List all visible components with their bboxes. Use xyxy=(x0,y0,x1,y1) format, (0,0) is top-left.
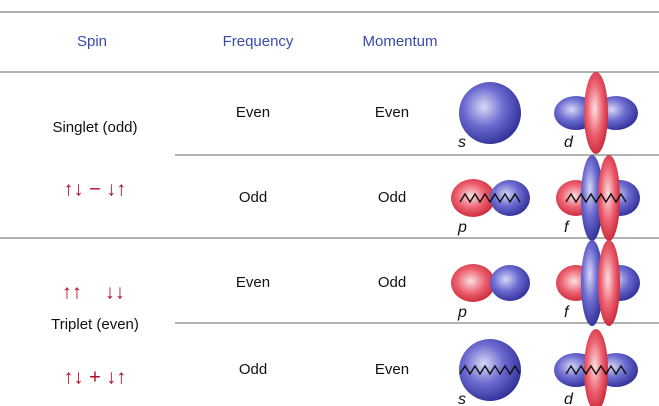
orbital-lobe xyxy=(490,180,530,216)
orbital-label: f xyxy=(564,219,570,236)
orbital-lobe xyxy=(451,264,495,302)
momentum: Odd xyxy=(378,274,406,291)
wave xyxy=(459,364,521,376)
spin-state: ↑↓ + ↓↑ xyxy=(64,366,127,388)
spin-state: ↓↓ xyxy=(105,281,125,303)
orbital-label: f xyxy=(564,304,570,321)
momentum: Even xyxy=(375,361,409,378)
orbital-label: p xyxy=(457,219,467,236)
spin-label: Singlet (odd) xyxy=(52,119,137,136)
orbital-lobe xyxy=(598,240,620,326)
orbital-lobe xyxy=(584,72,608,154)
header: Momentum xyxy=(362,33,437,50)
wave xyxy=(459,192,521,204)
orbital-lobe xyxy=(581,240,603,326)
orbital-lobe xyxy=(459,82,521,144)
orbital-lobe xyxy=(459,339,521,401)
orbital-lobe xyxy=(584,329,608,406)
orbital-label: s xyxy=(458,134,466,151)
momentum: Even xyxy=(375,104,409,121)
orbital-lobe xyxy=(490,265,530,301)
orbital-label: d xyxy=(564,134,574,151)
momentum: Odd xyxy=(378,189,406,206)
wave xyxy=(565,192,627,204)
frequency: Even xyxy=(236,274,270,291)
orbital-label: s xyxy=(458,391,466,406)
header: Spin xyxy=(77,33,107,50)
spin-state: ↑↓ − ↓↑ xyxy=(64,178,127,200)
header: Frequency xyxy=(223,33,294,50)
frequency: Odd xyxy=(239,189,267,206)
orbital-label: d xyxy=(564,391,574,406)
frequency: Odd xyxy=(239,361,267,378)
spin-state: ↑↑ xyxy=(62,281,82,303)
frequency: Even xyxy=(236,104,270,121)
wave xyxy=(565,364,627,376)
orbital-label: p xyxy=(457,304,467,321)
orbital-lobe xyxy=(581,155,603,241)
spin-label: Triplet (even) xyxy=(51,316,139,333)
